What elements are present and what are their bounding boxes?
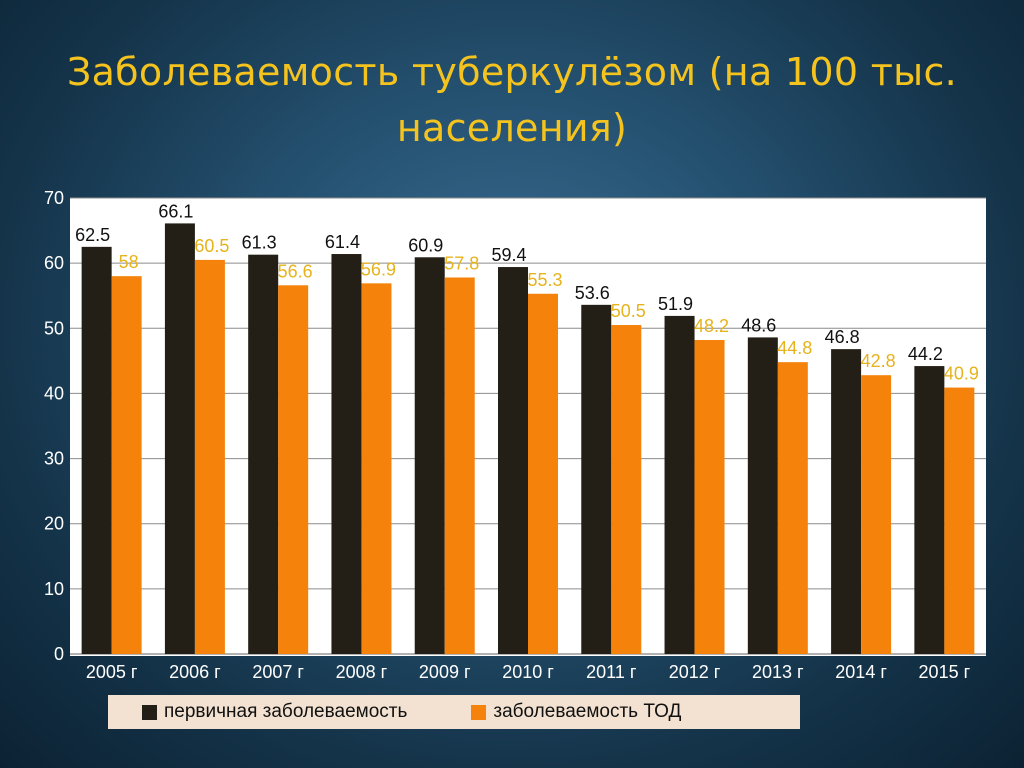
legend-swatch-primary bbox=[142, 704, 157, 720]
data-label-primary: 60.9 bbox=[408, 235, 443, 255]
data-label-primary: 62.5 bbox=[75, 225, 110, 245]
x-tick-label: 2011 г bbox=[586, 662, 637, 682]
bar-primary bbox=[831, 349, 862, 654]
x-tick-label: 2015 г bbox=[919, 662, 971, 682]
y-tick-label: 60 bbox=[44, 253, 64, 273]
bar-primary bbox=[664, 315, 695, 654]
data-label-tod: 44.8 bbox=[777, 338, 812, 358]
bar-primary bbox=[81, 246, 112, 654]
x-tick-label: 2005 г bbox=[86, 662, 138, 682]
x-tick-label: 2009 г bbox=[419, 662, 471, 682]
x-tick-label: 2007 г bbox=[252, 662, 304, 682]
bar-primary bbox=[248, 254, 279, 654]
y-tick-label: 50 bbox=[44, 318, 64, 338]
bar-tod bbox=[944, 387, 975, 654]
slide-title: Заболеваемость туберкулёзом (на 100 тыс.… bbox=[40, 44, 984, 156]
x-tick-label: 2010 г bbox=[502, 662, 554, 682]
bar-tod bbox=[694, 340, 725, 654]
bar-tod bbox=[861, 375, 892, 654]
y-tick-label: 10 bbox=[44, 579, 64, 599]
data-label-tod: 56.9 bbox=[361, 259, 396, 279]
data-label-primary: 66.1 bbox=[158, 201, 193, 221]
bar-primary bbox=[747, 337, 778, 654]
data-label-primary: 53.6 bbox=[575, 283, 610, 303]
chart-legend: первичная заболеваемость заболеваемость … bbox=[108, 695, 800, 729]
slide-title-line-2: населения) bbox=[396, 106, 628, 150]
slide-title-line-1: Заболеваемость туберкулёзом (на 100 тыс. bbox=[66, 50, 958, 94]
legend-swatch-tod bbox=[471, 704, 487, 720]
bar-tod bbox=[777, 362, 808, 654]
x-tick-label: 2014 г bbox=[835, 662, 887, 682]
data-label-primary: 48.6 bbox=[741, 315, 776, 335]
bar-tod bbox=[278, 285, 309, 654]
bar-primary bbox=[164, 223, 195, 655]
bar-primary bbox=[414, 257, 445, 654]
y-tick-label: 20 bbox=[44, 514, 64, 534]
y-tick-label: 0 bbox=[54, 644, 64, 664]
bar-tod bbox=[111, 276, 142, 654]
x-tick-label: 2006 г bbox=[169, 662, 221, 682]
bar-tod bbox=[194, 259, 225, 654]
data-label-tod: 60.5 bbox=[194, 236, 229, 256]
x-tick-label: 2012 г bbox=[669, 662, 721, 682]
data-label-tod: 42.8 bbox=[861, 351, 896, 371]
data-label-primary: 59.4 bbox=[491, 245, 526, 265]
bar-primary bbox=[331, 254, 362, 654]
data-label-tod: 57.8 bbox=[444, 253, 479, 273]
data-label-tod: 58 bbox=[119, 252, 139, 272]
bar-tod bbox=[361, 283, 392, 654]
bar-tod bbox=[528, 293, 558, 654]
data-label-tod: 48.2 bbox=[694, 316, 729, 336]
legend-label-primary: первичная заболеваемость bbox=[164, 701, 408, 722]
data-label-primary: 46.8 bbox=[825, 327, 860, 347]
x-tick-label: 2008 г bbox=[336, 662, 388, 682]
data-label-primary: 51.9 bbox=[658, 294, 693, 314]
legend-label-tod: заболеваемость ТОД bbox=[493, 701, 682, 722]
y-tick-label: 40 bbox=[44, 383, 64, 403]
data-label-primary: 61.4 bbox=[325, 232, 360, 252]
legend-item-primary: первичная заболеваемость bbox=[142, 701, 407, 723]
bar-primary bbox=[581, 304, 612, 654]
data-label-primary: 61.3 bbox=[242, 233, 277, 253]
data-label-tod: 50.5 bbox=[611, 301, 646, 321]
data-label-tod: 55.3 bbox=[527, 270, 562, 290]
bar-tod bbox=[611, 325, 642, 654]
y-tick-label: 70 bbox=[44, 188, 64, 208]
data-label-tod: 40.9 bbox=[944, 364, 979, 384]
x-tick-label: 2013 г bbox=[752, 662, 804, 682]
legend-item-tod: заболеваемость ТОД bbox=[471, 701, 681, 723]
y-tick-label: 30 bbox=[44, 449, 64, 469]
data-label-tod: 56.6 bbox=[278, 261, 313, 281]
bar-primary bbox=[914, 366, 945, 654]
data-label-primary: 44.2 bbox=[908, 344, 943, 364]
bar-primary bbox=[498, 267, 528, 654]
bar-tod bbox=[444, 277, 475, 654]
